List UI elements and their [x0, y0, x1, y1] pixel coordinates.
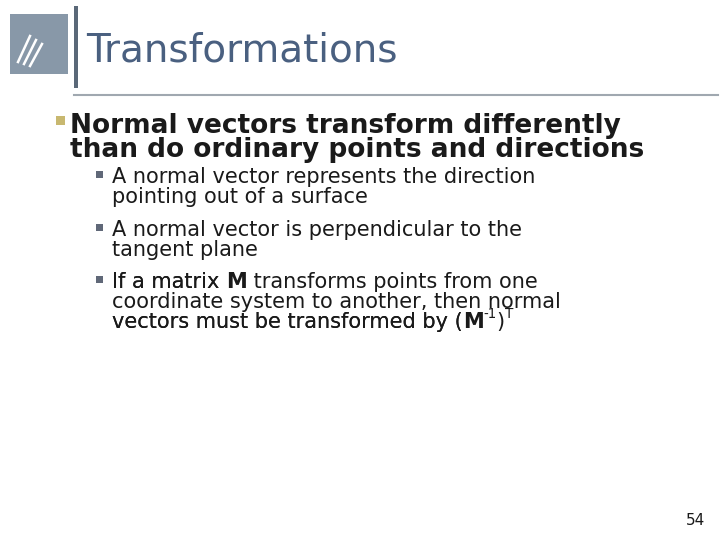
Bar	[96, 171, 103, 178]
Text: 54: 54	[685, 513, 705, 528]
Text: tangent plane: tangent plane	[112, 240, 258, 260]
Bar	[74, 6, 78, 88]
Text: coordinate system to another, then normal: coordinate system to another, then norma…	[112, 292, 561, 312]
Text: -1: -1	[484, 307, 497, 321]
Text: M: M	[463, 312, 484, 332]
Text: than do ordinary points and directions: than do ordinary points and directions	[70, 137, 644, 163]
Bar	[96, 276, 103, 283]
Text: A normal vector represents the direction: A normal vector represents the direction	[112, 167, 536, 187]
Text: Transformations: Transformations	[86, 31, 397, 69]
Text: transforms points from one: transforms points from one	[247, 272, 538, 292]
Text: If a matrix: If a matrix	[112, 272, 226, 292]
Text: ): )	[497, 312, 505, 332]
Text: If a matrix: If a matrix	[112, 272, 226, 292]
Text: vectors must be transformed by (: vectors must be transformed by (	[112, 312, 463, 332]
Text: pointing out of a surface: pointing out of a surface	[112, 187, 368, 207]
Text: vectors must be transformed by (: vectors must be transformed by (	[112, 312, 463, 332]
Text: Normal vectors transform differently: Normal vectors transform differently	[70, 113, 621, 139]
Bar	[56, 116, 65, 125]
Bar	[96, 224, 103, 231]
Text: M: M	[226, 272, 247, 292]
Bar	[10, 14, 68, 74]
Text: T: T	[505, 307, 513, 321]
Text: A normal vector is perpendicular to the: A normal vector is perpendicular to the	[112, 220, 522, 240]
